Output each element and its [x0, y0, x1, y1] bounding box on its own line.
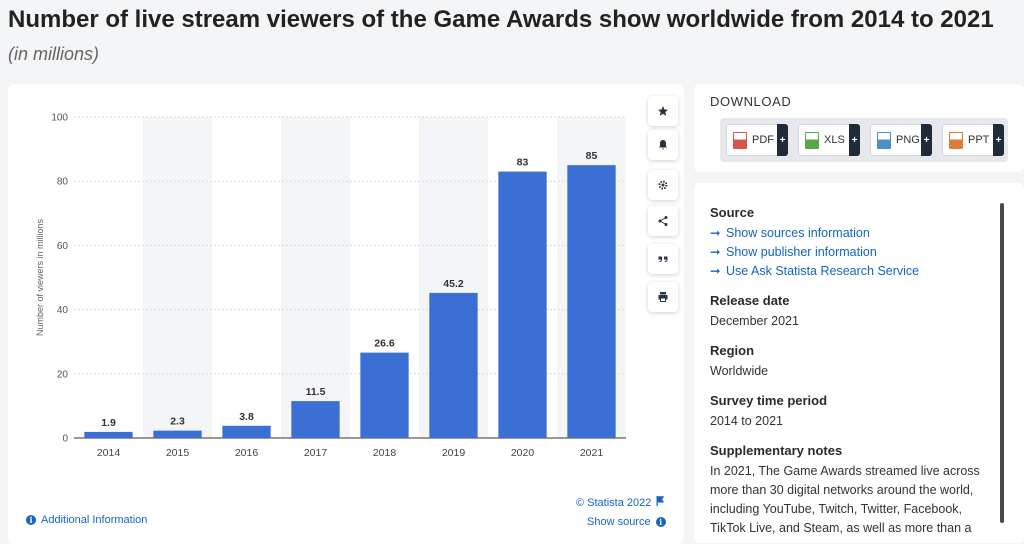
data-label: 1.9 [101, 417, 116, 429]
ask-statista-link[interactable]: ➞ Use Ask Statista Research Service [710, 262, 990, 281]
download-xls-label: XLS [824, 134, 845, 146]
pdf-file-icon [733, 131, 747, 149]
arrow-right-icon: ➞ [710, 264, 721, 278]
region-heading: Region [710, 343, 755, 358]
data-label: 2.3 [170, 416, 185, 428]
star-icon [657, 105, 669, 117]
y-tick-label: 80 [57, 177, 69, 188]
bar [222, 425, 271, 438]
x-tick-label: 2018 [373, 447, 397, 459]
scrollbar[interactable] [1000, 203, 1004, 523]
show-sources-link[interactable]: ➞ Show sources information [710, 224, 990, 243]
info-panel: Source ➞ Show sources information ➞ Show p… [694, 183, 1024, 543]
ppt-plus-icon[interactable]: + [993, 124, 1004, 156]
download-title: DOWNLOAD [710, 94, 792, 109]
download-xls-button[interactable]: XLS + [798, 124, 860, 156]
statista-copyright[interactable]: © Statista 2022 [576, 496, 665, 509]
copyright-text: © Statista 2022 [576, 496, 652, 509]
info-icon: i [655, 517, 666, 527]
show-publisher-link[interactable]: ➞ Show publisher information [710, 243, 990, 262]
x-tick-label: 2021 [580, 447, 604, 459]
download-ppt-label: PPT [968, 134, 990, 146]
cite-button[interactable] [648, 244, 678, 274]
quote-icon [657, 253, 669, 265]
show-source-label: Show source [587, 516, 651, 528]
bar [291, 401, 340, 438]
show-sources-label: Show sources information [726, 226, 870, 240]
pdf-plus-icon[interactable]: + [777, 124, 788, 156]
bar [429, 292, 478, 438]
x-tick-label: 2020 [511, 447, 535, 459]
download-panel: DOWNLOAD PDF + XLS + PNG + PPT + [694, 84, 1024, 172]
y-tick-label: 20 [57, 369, 69, 380]
download-bar: PDF + XLS + PNG + PPT + [720, 118, 1008, 162]
share-button[interactable] [648, 206, 678, 236]
info-icon: i [26, 515, 36, 525]
bar [498, 171, 547, 438]
download-ppt-button[interactable]: PPT + [942, 124, 1004, 156]
release-date-value: December 2021 [710, 314, 799, 328]
notification-button[interactable] [648, 130, 678, 160]
png-plus-icon[interactable]: + [921, 124, 932, 156]
supplementary-notes-heading: Supplementary notes [710, 443, 843, 458]
additional-information-label: Additional Information [41, 514, 148, 526]
data-label: 26.6 [374, 338, 395, 350]
additional-information-link[interactable]: i Additional Information [26, 514, 147, 526]
png-file-icon [877, 131, 891, 149]
ask-statista-label: Use Ask Statista Research Service [726, 264, 920, 278]
bar [153, 430, 202, 438]
survey-period-value: 2014 to 2021 [710, 414, 783, 428]
x-tick-label: 2014 [97, 447, 121, 459]
gear-icon [657, 179, 669, 191]
print-button[interactable] [648, 282, 678, 312]
column-band [281, 117, 350, 438]
chart-card: 0 20 40 60 80 100 1.9 2014 2.3 2015 3.8 2016 11.5 201… [8, 84, 684, 544]
data-label: 45.2 [443, 278, 464, 290]
region-value: Worldwide [710, 364, 769, 378]
bar [360, 352, 409, 438]
xls-plus-icon[interactable]: + [849, 124, 860, 156]
flag-icon [656, 496, 665, 509]
favorite-button[interactable] [648, 96, 678, 126]
data-label: 11.5 [306, 386, 326, 398]
y-tick-label: 100 [51, 113, 68, 124]
data-label: 85 [586, 150, 598, 162]
arrow-right-icon: ➞ [710, 245, 721, 259]
page-title: Number of live stream viewers of the Gam… [8, 6, 994, 33]
column-band [143, 117, 212, 438]
y-tick-label: 60 [57, 241, 69, 252]
x-tick-label: 2016 [235, 447, 259, 459]
xls-file-icon [805, 131, 819, 149]
y-tick-label: 40 [57, 305, 69, 316]
download-pdf-label: PDF [752, 134, 774, 146]
y-tick-label: 0 [62, 434, 68, 445]
x-tick-label: 2015 [166, 447, 190, 459]
ppt-file-icon [949, 131, 963, 149]
download-pdf-button[interactable]: PDF + [726, 124, 788, 156]
settings-button[interactable] [648, 170, 678, 200]
bar-chart: 0 20 40 60 80 100 1.9 2014 2.3 2015 3.8 2016 11.5 201… [35, 113, 626, 459]
page-subtitle: (in millions) [8, 44, 100, 64]
source-heading: Source [710, 205, 755, 220]
survey-period-heading: Survey time period [710, 393, 828, 408]
arrow-right-icon: ➞ [710, 226, 721, 240]
download-png-button[interactable]: PNG + [870, 124, 932, 156]
x-tick-label: 2017 [304, 447, 328, 459]
data-label: 83 [517, 157, 529, 169]
bar [84, 431, 133, 438]
y-axis-title: Number of viewers in millions [35, 218, 45, 336]
show-source-link[interactable]: Show source i [587, 516, 666, 528]
print-icon [657, 291, 669, 303]
show-publisher-label: Show publisher information [726, 245, 877, 259]
download-png-label: PNG [896, 134, 920, 146]
supplementary-notes-text: In 2021, The Game Awards streamed live a… [710, 464, 980, 535]
bell-icon [657, 139, 669, 151]
x-tick-label: 2019 [442, 447, 466, 459]
share-icon [657, 215, 669, 227]
bar [567, 165, 616, 438]
data-label: 3.8 [239, 411, 254, 423]
release-date-heading: Release date [710, 293, 790, 308]
